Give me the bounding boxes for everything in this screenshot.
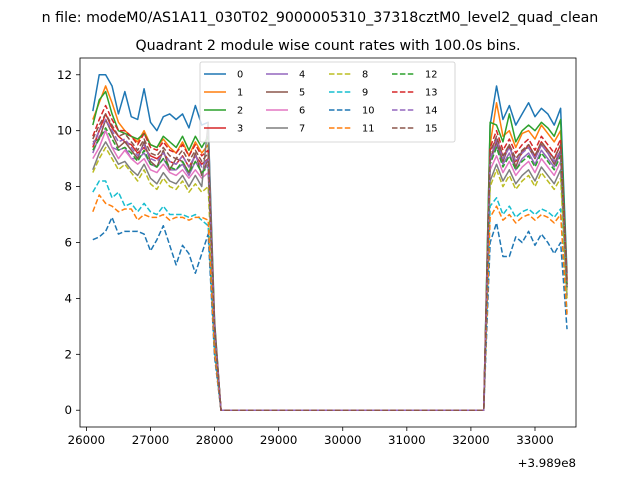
legend-label-5: 5 (299, 88, 305, 99)
x-tick-label: 28000 (196, 433, 234, 447)
legend-label-10: 10 (362, 106, 374, 117)
plot-area-frame (79, 57, 577, 428)
x-tick-label: 33000 (516, 433, 554, 447)
series-line-15 (92, 113, 568, 411)
series-line-5 (92, 118, 568, 411)
series-line-13 (92, 104, 568, 411)
legend-label-0: 0 (237, 70, 243, 81)
legend-label-9: 9 (362, 88, 368, 99)
legend-label-11: 11 (362, 124, 374, 135)
legend-label-1: 1 (237, 88, 243, 99)
series-line-12 (92, 127, 568, 411)
y-axis-ticks: 0 2 4 6 8 10 12 (57, 68, 80, 417)
series-line-9 (92, 180, 568, 411)
y-tick-label: 0 (64, 403, 72, 417)
y-tick-label: 8 (64, 180, 72, 194)
legend-label-14: 14 (425, 106, 437, 117)
x-axis-offset-text: +3.989e8 (518, 456, 576, 470)
series-lines (92, 74, 568, 411)
figure-suptitle: n file: modeM0/AS1A11_030T02_9000005310_… (42, 10, 599, 26)
series-line-14 (92, 118, 568, 411)
y-tick-label: 6 (64, 236, 72, 250)
series-line-10 (92, 216, 568, 411)
x-tick-label: 32000 (452, 433, 490, 447)
y-tick-label: 2 (64, 347, 72, 361)
legend-label-2: 2 (237, 106, 243, 117)
legend-label-8: 8 (362, 70, 368, 81)
series-line-7 (92, 121, 568, 411)
legend-label-3: 3 (237, 124, 243, 135)
legend-frame (199, 61, 456, 143)
x-tick-label: 30000 (324, 433, 362, 447)
x-axis-ticks: 26000 27000 28000 29000 30000 31000 32000 33000 (68, 427, 554, 447)
x-tick-label: 31000 (388, 433, 426, 447)
chart-title: Quadrant 2 module wise count rates with … (135, 38, 520, 54)
y-tick-label: 10 (57, 124, 72, 138)
legend-label-15: 15 (425, 124, 437, 135)
legend-label-12: 12 (425, 70, 437, 81)
legend-label-6: 6 (299, 106, 305, 117)
x-tick-label: 29000 (260, 433, 298, 447)
x-tick-label: 26000 (68, 433, 106, 447)
series-line-6 (92, 129, 568, 411)
x-tick-label: 27000 (132, 433, 170, 447)
y-tick-label: 4 (64, 291, 72, 305)
legend-label-7: 7 (299, 124, 305, 135)
series-line-8 (92, 146, 568, 411)
legend-label-13: 13 (425, 88, 437, 99)
y-tick-label: 12 (57, 68, 72, 82)
legend-label-4: 4 (299, 70, 305, 81)
